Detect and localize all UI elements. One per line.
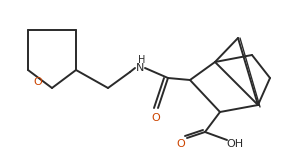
Text: N: N [136,63,144,73]
Text: OH: OH [227,139,244,148]
Text: O: O [34,77,42,87]
Text: O: O [177,139,185,148]
Text: O: O [152,113,160,123]
Text: H: H [138,55,146,65]
